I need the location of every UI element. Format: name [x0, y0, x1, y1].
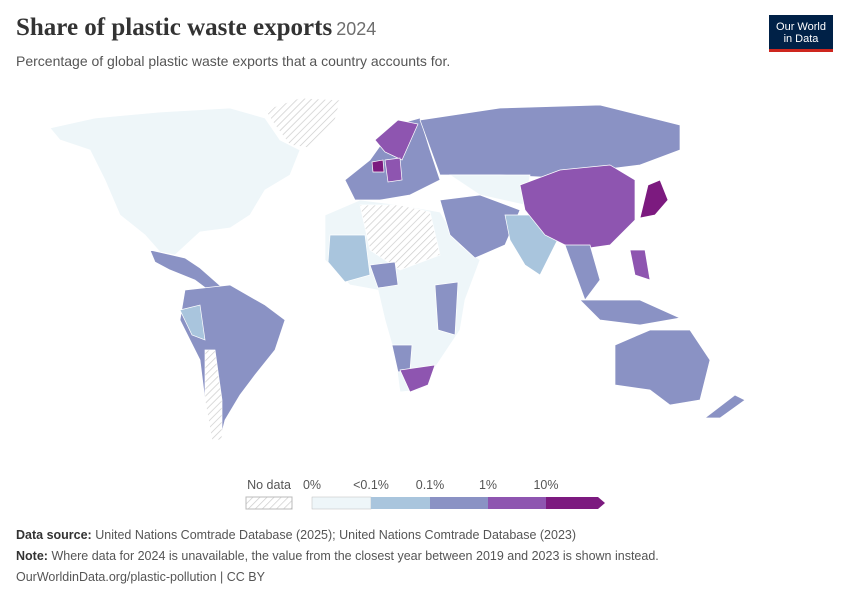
legend-swatch: [430, 497, 488, 509]
legend-label: 10%: [533, 478, 558, 492]
new-zealand: [703, 394, 746, 419]
legend-label: 0%: [303, 478, 321, 492]
legend-label: <0.1%: [353, 478, 389, 492]
source-label: Data source:: [16, 528, 92, 542]
legend-no-data: [245, 496, 293, 510]
scandinavia: [374, 119, 419, 161]
logo[interactable]: Our World in Data: [769, 15, 833, 52]
legend: No data 0% <0.1% 0.1% 1% 10%: [245, 478, 605, 510]
chile: [204, 349, 223, 441]
greenland: [264, 97, 341, 149]
china: [519, 164, 636, 251]
logo-line: in Data: [783, 33, 819, 45]
sahara: [359, 204, 441, 271]
south-africa: [399, 364, 436, 393]
east-africa: [434, 281, 459, 336]
west-africa: [327, 234, 371, 283]
netherlands: [371, 159, 385, 173]
note-label: Note:: [16, 549, 48, 563]
logo-line: Our World: [776, 21, 826, 33]
note: Note: Where data for 2024 is unavailable…: [16, 549, 659, 563]
indonesia: [579, 299, 682, 326]
title-year: 2024: [336, 19, 377, 39]
legend-swatch: [488, 497, 546, 509]
title: Share of plastic waste exports 2024: [16, 14, 376, 42]
source-text: United Nations Comtrade Database (2025);…: [95, 528, 577, 542]
japan: [639, 179, 669, 219]
legend-swatch: [546, 497, 605, 509]
namibia: [391, 344, 413, 373]
source: Data source: United Nations Comtrade Dat…: [16, 528, 576, 542]
philippines: [629, 249, 651, 281]
legend-label: 1%: [479, 478, 497, 492]
southeast-asia: [564, 244, 601, 301]
legend-label: 0.1%: [416, 478, 445, 492]
middle-east: [439, 194, 521, 259]
legend-label: No data: [247, 478, 291, 492]
australia: [614, 329, 711, 406]
legend-swatch: [371, 497, 430, 509]
russia: [419, 104, 681, 179]
legend-swatch: [311, 496, 372, 510]
subtitle: Percentage of global plastic waste expor…: [16, 53, 451, 69]
note-text: Where data for 2024 is unavailable, the …: [51, 549, 659, 563]
countries: [49, 97, 746, 441]
url[interactable]: OurWorldinData.org/plastic-pollution | C…: [16, 570, 265, 584]
peru: [179, 304, 206, 341]
title-text: Share of plastic waste exports: [16, 14, 333, 41]
nigeria: [369, 261, 399, 289]
north-america: [49, 107, 301, 256]
germany: [384, 157, 403, 183]
